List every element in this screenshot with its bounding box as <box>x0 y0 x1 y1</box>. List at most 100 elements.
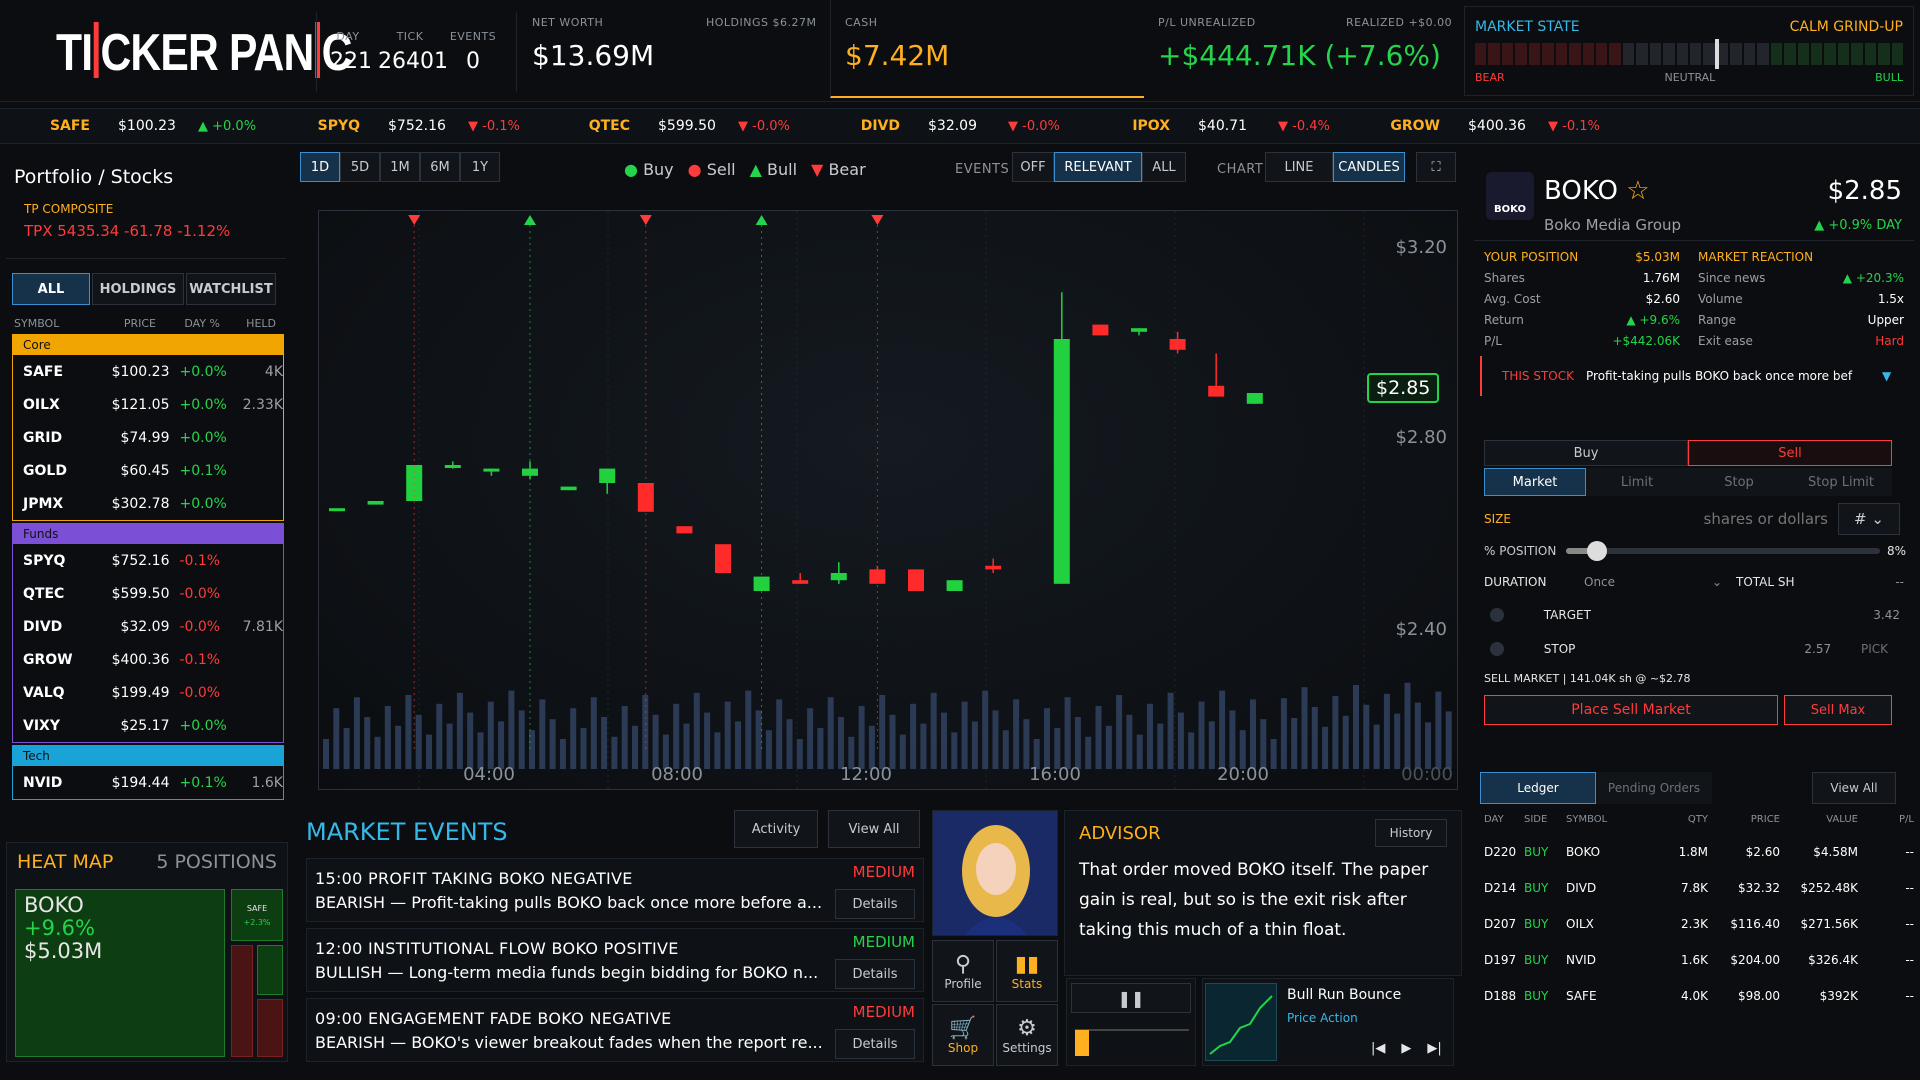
heat-tile-small-1[interactable] <box>231 945 253 1057</box>
duration-select[interactable]: Once ⌄ <box>1578 568 1728 596</box>
order-type-stop[interactable]: Stop <box>1688 468 1790 496</box>
volume-bar <box>1270 739 1277 769</box>
row-price: $199.49 <box>111 684 170 701</box>
stock-row[interactable]: GRID $74.99 +0.0% <box>13 421 283 454</box>
stock-row[interactable]: JPMX $302.78 +0.0% <box>13 487 283 520</box>
range-1m[interactable]: 1M <box>380 152 420 182</box>
events-view-all-button[interactable]: View All <box>828 810 920 848</box>
target-toggle[interactable] <box>1490 608 1504 622</box>
tab-watchlist[interactable]: WATCHLIST <box>186 273 276 305</box>
advisor-history-button[interactable]: History <box>1375 819 1447 847</box>
sell-max-button[interactable]: Sell Max <box>1784 695 1892 725</box>
events-relevant-button[interactable]: RELEVANT <box>1054 152 1142 182</box>
chart-line-button[interactable]: LINE <box>1265 152 1333 182</box>
profile-button[interactable]: ⚲ Profile <box>932 940 994 1002</box>
next-track-icon[interactable]: ▶| <box>1427 1041 1442 1056</box>
ticker-item[interactable]: GROW $400.36 ▼ -0.1% <box>1350 118 1620 134</box>
range-1y[interactable]: 1Y <box>460 152 500 182</box>
event-details-button[interactable]: Details <box>835 889 915 919</box>
range-6m[interactable]: 6M <box>420 152 460 182</box>
size-unit-select[interactable]: # ⌄ <box>1838 503 1900 535</box>
stock-row[interactable]: NVID $194.44 +0.1% 1.6K <box>13 766 283 799</box>
stock-row[interactable]: VALQ $199.49 -0.0% <box>13 676 283 709</box>
order-type-stop-limit[interactable]: Stop Limit <box>1790 468 1892 496</box>
watchlist-star-icon[interactable]: ☆ <box>1626 176 1650 206</box>
price-chart[interactable]: $3.20 $2.80 $2.40 $2.85 04:00 08:00 12:0… <box>318 210 1458 790</box>
position-slider[interactable] <box>1566 541 1880 561</box>
stock-row[interactable]: DIVD $32.09 -0.0% 7.81K <box>13 610 283 643</box>
stock-symbol: BOKO ☆ <box>1544 176 1650 206</box>
volume-bar <box>899 734 906 769</box>
ticker-item[interactable]: QTEC $599.50 ▼ -0.0% <box>540 118 810 134</box>
ledger-row[interactable]: D220 BUY BOKO 1.8M $2.60 $4.58M -- <box>1484 834 1914 870</box>
events-all-button[interactable]: ALL <box>1142 152 1186 182</box>
event-details-button[interactable]: Details <box>835 959 915 989</box>
stock-row[interactable]: GOLD $60.45 +0.1% <box>13 454 283 487</box>
play-icon[interactable]: ▶ <box>1401 1041 1412 1056</box>
heat-tile-small-3[interactable] <box>257 999 283 1057</box>
prev-track-icon[interactable]: |◀ <box>1371 1041 1386 1056</box>
place-sell-button[interactable]: Place Sell Market <box>1484 695 1778 725</box>
ticker-item[interactable]: SPYQ $752.16 ▼ -0.1% <box>270 118 540 134</box>
row-symbol: GROW <box>23 651 73 668</box>
pick-button[interactable]: PICK <box>1861 642 1889 656</box>
ledger-tab[interactable]: Ledger <box>1480 772 1596 804</box>
position-slider-knob[interactable] <box>1587 541 1608 561</box>
event-head: 15:00 PROFIT TAKING BOKO NEGATIVE <box>315 869 633 888</box>
ledger-row[interactable]: D197 BUY NVID 1.6K $204.00 $326.4K -- <box>1484 942 1914 978</box>
stop-input[interactable]: 2.57 <box>1624 635 1838 663</box>
target-input[interactable]: 3.42 <box>1624 601 1906 629</box>
fullscreen-button[interactable]: ⛶ <box>1416 152 1456 182</box>
this-stock-news[interactable]: THIS STOCK Profit-taking pulls BOKO back… <box>1480 356 1904 396</box>
chart-candles-button[interactable]: CANDLES <box>1333 152 1405 182</box>
shop-button[interactable]: 🛒 Shop <box>932 1004 994 1066</box>
stock-row[interactable]: QTEC $599.50 -0.0% <box>13 577 283 610</box>
size-input[interactable] <box>1544 504 1834 534</box>
range-1d[interactable]: 1D <box>300 152 340 182</box>
this-stock-label: THIS STOCK <box>1502 369 1574 383</box>
activity-button[interactable]: Activity <box>734 810 818 848</box>
pending-orders-tab[interactable]: Pending Orders <box>1596 772 1712 804</box>
heat-tile-small-2[interactable] <box>257 945 283 995</box>
ledger-col: SYMBOL <box>1566 813 1608 825</box>
tab-holdings[interactable]: HOLDINGS <box>92 273 184 305</box>
volume-bar <box>1280 698 1287 769</box>
sell-tab[interactable]: Sell <box>1688 440 1892 466</box>
position-row: Shares 1.76M <box>1484 267 1680 288</box>
ledger-row[interactable]: D188 BUY SAFE 4.0K $98.00 $392K -- <box>1484 978 1914 1014</box>
ledger-view-all-button[interactable]: View All <box>1812 772 1896 804</box>
stock-row[interactable]: SPYQ $752.16 -0.1% <box>13 544 283 577</box>
stock-row[interactable]: GROW $400.36 -0.1% <box>13 643 283 676</box>
events-off-button[interactable]: OFF <box>1012 152 1054 182</box>
stats-button[interactable]: ▮▮ Stats <box>996 940 1058 1002</box>
stop-toggle[interactable] <box>1490 642 1504 656</box>
volume-slider[interactable] <box>1075 1029 1189 1056</box>
buy-tab[interactable]: Buy <box>1484 440 1688 466</box>
expand-triangle-icon[interactable]: ▼ <box>1882 369 1892 383</box>
ledger-row[interactable]: D207 BUY OILX 2.3K $116.40 $271.56K -- <box>1484 906 1914 942</box>
range-5d[interactable]: 5D <box>340 152 380 182</box>
order-type-limit[interactable]: Limit <box>1586 468 1688 496</box>
ticker-item[interactable]: IPOX $40.71 ▼ -0.4% <box>1080 118 1350 134</box>
ticker-item[interactable]: SAFE $100.23 ▲ +0.0% <box>0 118 270 134</box>
pause-button[interactable]: ❚❚ <box>1071 983 1191 1013</box>
ticker-item[interactable]: DIVD $32.09 ▼ -0.0% <box>810 118 1080 134</box>
volume-bar <box>941 712 947 769</box>
heat-tile-boko[interactable]: BOKO +9.6% $5.03M <box>15 889 225 1057</box>
stock-row[interactable]: OILX $121.05 +0.0% 2.33K <box>13 388 283 421</box>
volume-bar <box>1002 730 1009 769</box>
heat-tile-safe[interactable]: SAFE +2.3% <box>231 889 283 941</box>
settings-button[interactable]: ⚙ Settings <box>996 1004 1058 1066</box>
event-details-button[interactable]: Details <box>835 1029 915 1059</box>
legend-bear-label: Bear <box>828 160 866 179</box>
stock-row[interactable]: SAFE $100.23 +0.0% 4K <box>13 355 283 388</box>
tab-all[interactable]: ALL <box>12 273 90 305</box>
stock-row[interactable]: VIXY $25.17 +0.0% <box>13 709 283 742</box>
track-art-graph <box>1209 995 1273 1055</box>
ledger-row[interactable]: D214 BUY DIVD 7.8K $32.32 $252.48K -- <box>1484 870 1914 906</box>
stock-logo: BOKO <box>1486 172 1534 220</box>
order-type-market[interactable]: Market <box>1484 468 1586 496</box>
gauge-cell <box>1649 43 1662 65</box>
volume-knob[interactable] <box>1075 1030 1089 1056</box>
row-price: $302.78 <box>111 495 170 512</box>
